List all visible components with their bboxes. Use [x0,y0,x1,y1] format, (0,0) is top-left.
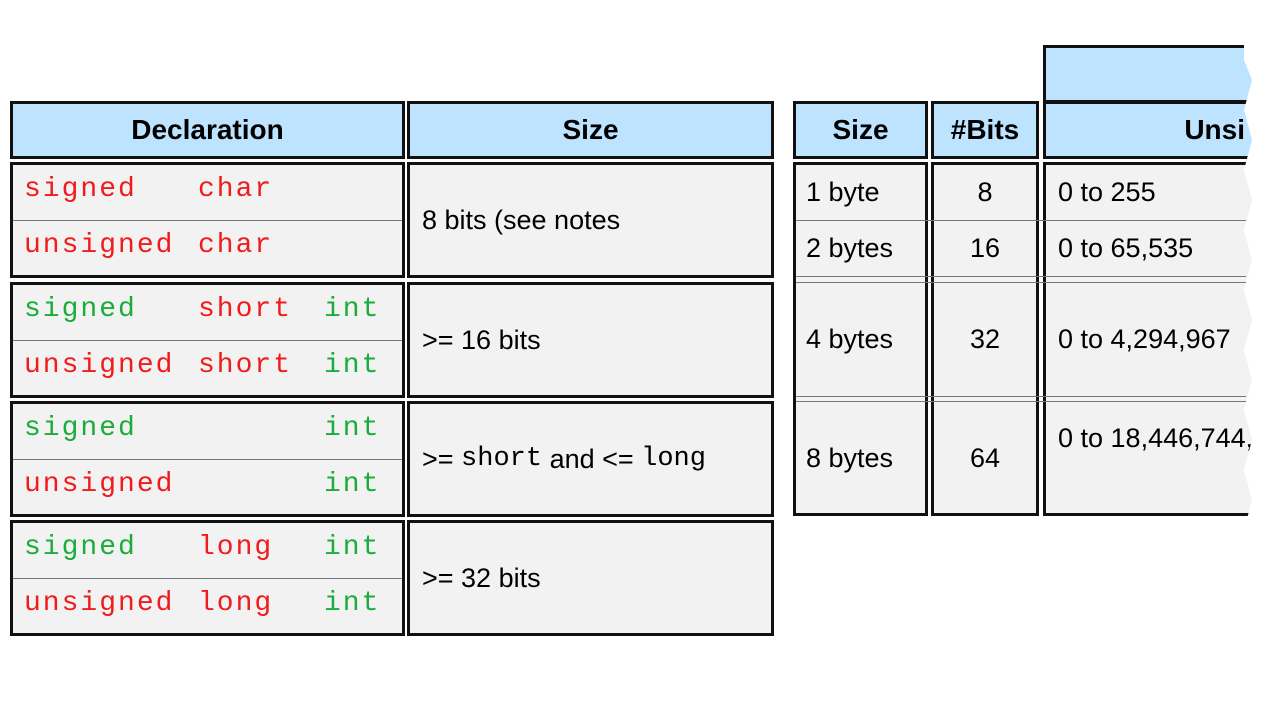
bits-cell: 64 [969,442,1001,473]
size-group [407,401,774,517]
bits-cell: 32 [969,323,1001,354]
header-declaration: Declaration [10,101,405,159]
size-text-part: short [461,444,543,474]
row-divider [13,220,402,221]
unsigned-range-cell: 0 to 18,446,744,07 [1058,423,1280,453]
row-divider [796,396,1246,397]
header-unsigned: Unsi [1043,101,1280,159]
size-text-part: >= [422,443,462,474]
unsigned-column [1043,162,1280,516]
type-keyword: int [324,350,381,381]
unsigned-range-cell: 0 to 65,535 [1058,233,1194,263]
unsigned-range-cell: 0 to 255 [1058,177,1156,207]
size-value: 8 bits (see notes [422,204,621,235]
size-group [407,162,774,278]
type-keyword: short [198,294,293,325]
type-keyword: unsigned [24,350,175,381]
header-bits: #Bits [931,101,1039,159]
unsigned-range-cell: 0 to 4,294,967 [1058,323,1231,354]
type-keyword: short [198,350,293,381]
row-divider [796,220,1246,221]
type-keyword: long [198,532,274,563]
bits-cell: 8 [977,177,993,207]
type-keyword: int [324,469,381,500]
row-divider [796,401,1246,402]
size-value: >= 32 bits [422,562,541,593]
size-group [407,282,774,398]
type-keyword: char [198,230,274,261]
type-keyword: unsigned [24,588,175,619]
size-group [407,520,774,636]
row-divider [13,578,402,579]
type-keyword: signed [24,294,137,325]
size-cell: 4 bytes [806,323,894,354]
header-size: Size [407,101,774,159]
size-value: >= short and <= long [422,401,706,517]
header-size-right: Size [793,101,928,159]
bits-cell: 16 [969,233,1001,263]
type-keyword: long [198,588,274,619]
row-divider [13,459,402,460]
size-text-part: and <= [542,443,642,474]
type-keyword: char [198,174,274,205]
size-text-part: long [641,444,706,474]
row-divider [796,276,1246,277]
torn-edge [1244,40,1280,530]
type-keyword: int [324,588,381,619]
type-keyword: signed [24,532,137,563]
bits-column [931,162,1039,516]
type-keyword: unsigned [24,469,175,500]
size-value: >= 16 bits [422,324,541,355]
type-keyword: signed [24,413,137,444]
row-divider [796,282,1246,283]
type-keyword: signed [24,174,137,205]
size-cell: 1 byte [806,177,880,207]
size-column [793,162,928,516]
type-keyword: int [324,413,381,444]
size-cell: 8 bytes [806,442,894,473]
size-cell: 2 bytes [806,233,894,263]
type-keyword: unsigned [24,230,175,261]
row-divider [13,340,402,341]
type-keyword: int [324,294,381,325]
clipped-unsigned-column: Unsi [1043,0,1280,720]
type-keyword: int [324,532,381,563]
